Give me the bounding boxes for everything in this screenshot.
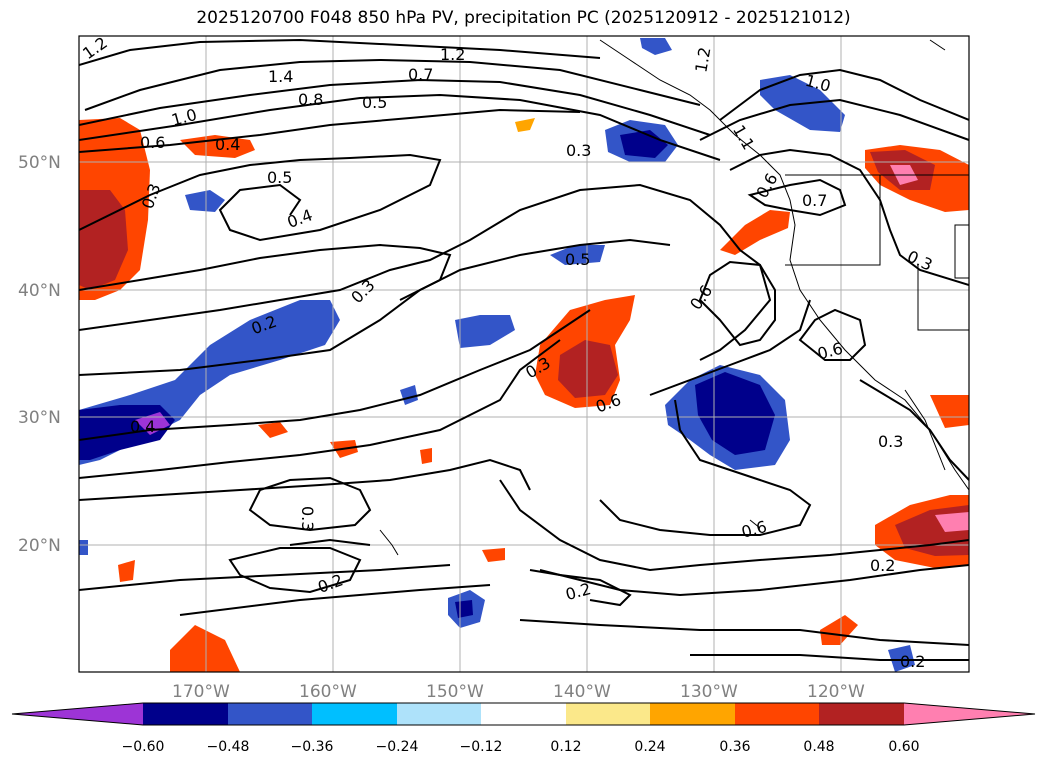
colorbar-segment: [819, 703, 904, 725]
colorbar-tick-label: 0.60: [888, 739, 919, 755]
pv-contours: [79, 38, 969, 661]
contour-label: 0.5: [565, 250, 590, 269]
precip-positive-region: [258, 422, 288, 438]
contour-label: 0.5: [267, 168, 292, 187]
colorbar-outline: [11, 702, 1036, 726]
lat-label-40n: 40°N: [18, 281, 61, 301]
lon-label-170w: 170°W: [172, 682, 230, 702]
contour-label: 0.4: [215, 135, 240, 154]
precip-positive-region: [820, 615, 858, 645]
map-frame: [78, 35, 970, 673]
latitude-labels: 50°N 40°N 30°N 20°N: [18, 153, 61, 556]
colorbar-tick-label: 0.24: [634, 739, 665, 755]
contour-label: 0.4: [130, 417, 155, 436]
colorbar-segment: [650, 703, 735, 725]
precip-positive-region: [170, 625, 240, 672]
contour-label: 0.6: [140, 133, 165, 152]
lon-label-120w: 120°W: [807, 682, 865, 702]
pv-contour-labels: 1.2 1.2 1.2 1.4 0.7 0.8 0.5 1.0 0.6 0.4 …: [79, 36, 935, 671]
colorbar-tick-label: 0.12: [550, 739, 581, 755]
precip-positive-region: [180, 135, 255, 158]
lat-label-20n: 20°N: [18, 536, 61, 556]
colorbar-segment: [228, 703, 312, 725]
colorbar-segment: [566, 703, 650, 725]
precip-positive-region: [420, 448, 432, 464]
map-gridlines: [79, 36, 969, 672]
contour-label: 0.7: [802, 191, 827, 210]
lat-label-50n: 50°N: [18, 153, 61, 173]
precip-negative-region: [79, 540, 88, 555]
precip-negative-region: [550, 245, 605, 265]
map-title: 2025120700 F048 850 hPa PV, precipitatio…: [196, 8, 851, 28]
precip-positive-region: [720, 210, 790, 255]
colorbar-segment: [481, 703, 566, 725]
colorbar-tick-label: −0.60: [122, 739, 165, 755]
contour-label: 0.3: [878, 432, 903, 451]
lat-label-30n: 30°N: [18, 408, 61, 428]
precip-fills: [79, 38, 969, 672]
lon-label-150w: 150°W: [426, 682, 484, 702]
colorbar-tick-label: −0.48: [207, 739, 250, 755]
precip-positive-region: [930, 395, 969, 428]
contour-label: 0.5: [362, 93, 387, 112]
contour-label: 0.7: [408, 65, 433, 84]
lon-label-160w: 160°W: [299, 682, 357, 702]
contour-label: 1.4: [268, 67, 293, 86]
precip-positive-region: [79, 190, 128, 290]
precip-negative-region: [640, 38, 672, 55]
colorbar-left-arrow: [12, 703, 143, 725]
precip-positive-region: [935, 512, 969, 532]
contour-label: 0.3: [566, 141, 591, 160]
precip-positive-region: [482, 548, 505, 562]
colorbar-tick-label: 0.36: [719, 739, 750, 755]
colorbar: [11, 702, 1036, 726]
colorbar-right-arrow: [904, 703, 1035, 725]
precip-positive-region: [118, 560, 135, 582]
contour-label: 0.2: [900, 652, 925, 671]
precip-positive-region: [558, 340, 618, 398]
lon-label-130w: 130°W: [680, 682, 738, 702]
colorbar-tick-labels: −0.60 −0.48 −0.36 −0.24 −0.12 0.12 0.24 …: [122, 739, 920, 755]
lon-label-140w: 140°W: [553, 682, 611, 702]
contour-label: 0.3: [298, 506, 317, 531]
precip-negative-region: [888, 645, 915, 672]
longitude-labels: 170°W 160°W 150°W 140°W 130°W 120°W: [172, 682, 865, 702]
contour-label: 1.2: [691, 46, 714, 74]
colorbar-segment: [143, 703, 228, 725]
precip-negative-region: [400, 385, 418, 405]
precip-negative-region: [185, 190, 225, 212]
colorbar-tick-label: 0.48: [803, 739, 834, 755]
contour-label: 0.2: [870, 556, 895, 575]
contour-label: 0.8: [298, 90, 323, 109]
precip-negative-region: [695, 372, 775, 455]
colorbar-tick-label: −0.12: [460, 739, 503, 755]
precip-negative-region: [455, 600, 473, 618]
precip-positive-region: [515, 118, 535, 132]
coastlines: [379, 39, 969, 556]
precip-negative-region: [620, 130, 668, 158]
precip-negative-region: [455, 315, 515, 348]
colorbar-segment: [312, 703, 397, 725]
contour-label: 1.2: [440, 45, 465, 64]
colorbar-segment: [735, 703, 819, 725]
colorbar-tick-label: −0.24: [376, 739, 419, 755]
colorbar-segment: [397, 703, 481, 725]
colorbar-tick-label: −0.36: [291, 739, 334, 755]
